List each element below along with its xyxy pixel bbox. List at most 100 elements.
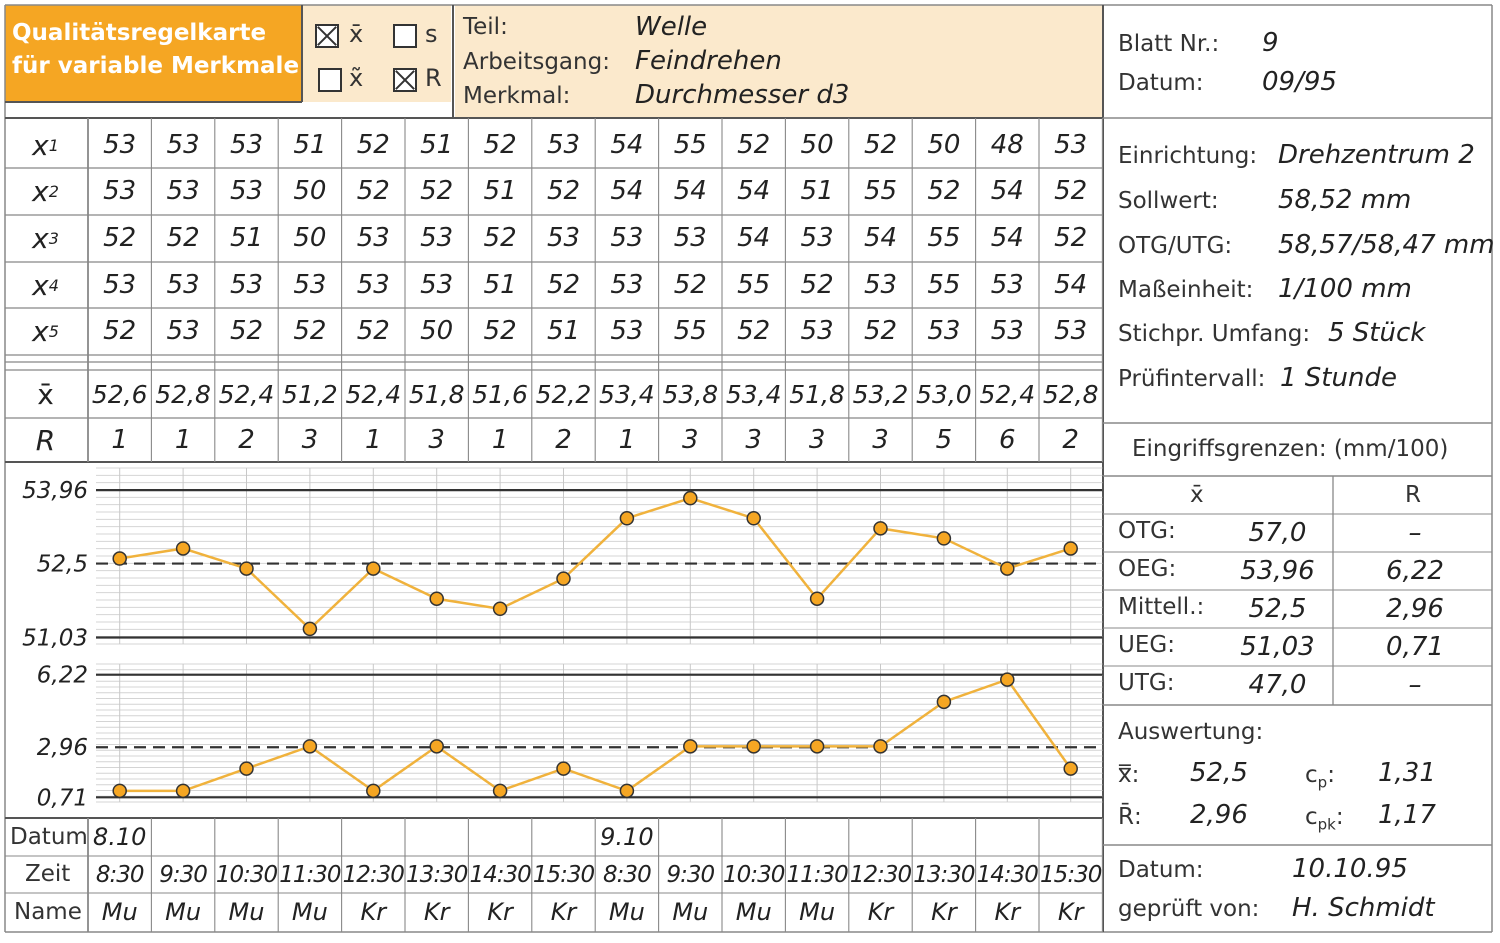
measurement-cell: 53 <box>356 270 390 300</box>
measurement-cell: 51 <box>483 270 517 300</box>
otg-utg-value: 58,57/58,47 mm <box>1278 230 1495 260</box>
measurement-cell: 52 <box>483 223 517 253</box>
measurement-cell: 53 <box>229 176 264 206</box>
footer-name-cell: Kr <box>1057 898 1084 926</box>
checkbox-r-label: R <box>425 64 442 92</box>
footer-time-cell: 10:30 <box>723 861 785 888</box>
xbar-point <box>556 571 571 586</box>
footer-time-cell: 11:30 <box>786 861 848 888</box>
measurement-cell: 52 <box>356 316 390 346</box>
measurement-cell: 55 <box>927 270 961 300</box>
measurement-cell: 51 <box>483 176 517 206</box>
xbar-point <box>175 541 191 556</box>
xbar-cell: 52,4 <box>218 379 275 409</box>
range-point <box>239 761 254 776</box>
limits-xbar-value: 52,5 <box>1248 594 1307 624</box>
checkbox-xbar[interactable] <box>315 24 339 48</box>
footer-name-cell: Mu <box>165 898 202 926</box>
xbar-point <box>302 621 318 637</box>
xbar-tick-label: 52,5 <box>37 552 88 578</box>
measurement-cell: 52 <box>1054 223 1088 253</box>
checkbox-s-label: s <box>425 20 438 48</box>
measurement-cell: 54 <box>1054 270 1088 300</box>
xbar-point <box>936 531 952 546</box>
measurement-cell: 52 <box>483 316 517 346</box>
measurement-cell: 50 <box>800 130 834 160</box>
footer-name-cell: Kr <box>487 898 513 926</box>
measurement-cell: 53 <box>166 316 200 346</box>
limits-title: Eingriffsgrenzen: (mm/100) <box>1132 436 1449 462</box>
range-cell: 3 <box>745 425 762 455</box>
range-cell: 1 <box>491 425 509 455</box>
xbar-point <box>366 561 381 576</box>
range-cell: 3 <box>808 425 826 455</box>
footer-time-cell: 8:30 <box>603 861 652 888</box>
measurement-cell: 53 <box>103 130 137 160</box>
measurement-cell: 55 <box>863 176 898 206</box>
measurement-cell: 51 <box>546 316 581 346</box>
limits-r-value: 6,22 <box>1386 556 1444 586</box>
xbar-cell: 53,4 <box>725 379 782 409</box>
xbar-point <box>619 511 635 526</box>
range-tick-label: 2,96 <box>37 735 88 761</box>
measurement-cell: 52 <box>356 130 390 160</box>
measurement-cell: 54 <box>673 176 707 206</box>
xbar-cell: 53,2 <box>852 379 909 409</box>
measurement-cell: 52 <box>546 176 581 206</box>
footer-time-cell: 9:30 <box>159 861 208 888</box>
measurement-cell: 52 <box>546 270 581 300</box>
measurement-cell: 51 <box>420 130 454 160</box>
header-datum-value: 09/95 <box>1262 67 1337 97</box>
limits-xbar-value: 51,03 <box>1240 632 1315 662</box>
footer-name-cell: Kr <box>550 898 577 926</box>
blatt-label: Blatt Nr.: <box>1118 31 1220 57</box>
checkbox-r[interactable] <box>393 68 417 92</box>
checkbox-xbar-label: x̄ <box>349 20 364 48</box>
range-point <box>175 783 191 799</box>
xbar-tick-label: 53,96 <box>22 478 88 504</box>
rbar-value: 2,96 <box>1190 800 1248 830</box>
xbar-point <box>873 521 888 536</box>
measurement-cell: 53 <box>1054 130 1088 160</box>
footer-name-cell: Mu <box>735 898 772 926</box>
measurement-cell: 53 <box>166 130 200 160</box>
measurement-cell: 54 <box>990 223 1024 253</box>
footer-name-cell: Mu <box>672 898 709 926</box>
range-cell: 6 <box>999 425 1016 455</box>
checkbox-s[interactable] <box>393 24 417 48</box>
footer-name-cell: Kr <box>423 898 450 926</box>
measurement-cell: 52 <box>420 176 454 206</box>
masseinheit-label: Maßeinheit: <box>1118 277 1254 303</box>
xbar-cell: 52,4 <box>979 379 1036 409</box>
measurement-cell: 50 <box>927 130 961 160</box>
measurement-cell: 54 <box>737 223 771 253</box>
xbar-point <box>683 490 698 506</box>
footer-time-cell: 11:30 <box>279 861 341 888</box>
footer-time-cell: 14:30 <box>469 861 531 888</box>
measurement-cell: 52 <box>863 316 898 346</box>
geprueft-label: geprüft von: <box>1118 896 1260 922</box>
stichprobe-label: Stichpr. Umfang: <box>1118 321 1311 347</box>
evaluation-title: Auswertung: <box>1118 719 1264 745</box>
measurement-cell: 53 <box>610 316 644 346</box>
measurement-cell: 52 <box>1054 176 1088 206</box>
signoff-datum-label: Datum: <box>1118 857 1204 883</box>
range-point <box>492 783 508 799</box>
measurement-cell: 55 <box>927 223 961 253</box>
footer-time-cell: 14:30 <box>976 861 1039 888</box>
footer-name-cell: Mu <box>228 898 265 926</box>
footer-time-cell: 12:30 <box>342 861 405 888</box>
range-cell: 1 <box>365 425 382 455</box>
xbar-point <box>492 601 508 617</box>
part-info-panel <box>455 5 1103 117</box>
checkbox-median[interactable] <box>318 68 342 92</box>
header-title-line1: Qualitätsregelkarte <box>12 20 267 46</box>
footer-name-cell: Mu <box>291 898 328 926</box>
limits-xbar-value: 53,96 <box>1240 556 1315 586</box>
range-series-line <box>119 678 1072 793</box>
range-cell: 1 <box>111 425 128 455</box>
xbar-cell: 51,6 <box>472 379 528 409</box>
footer-name-label: Name <box>14 899 82 925</box>
measurement-cell: 53 <box>229 270 264 300</box>
